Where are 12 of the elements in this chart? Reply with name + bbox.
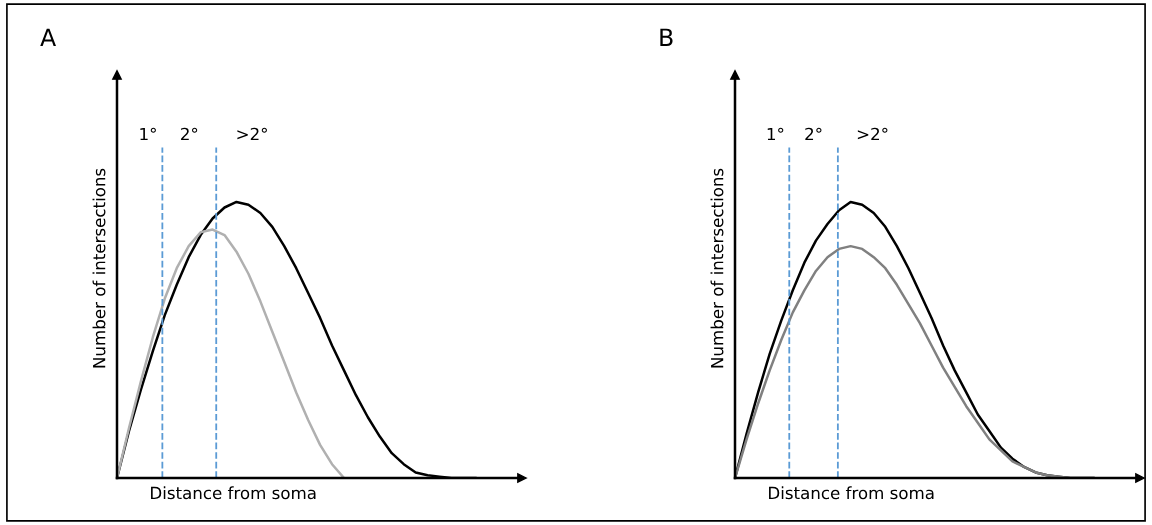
y-axis-title: Number of intersections: [92, 168, 106, 368]
chart-title: B: [660, 28, 673, 46]
text: >2°: [857, 127, 888, 141]
x-axis-title: Distance from soma: [769, 486, 934, 500]
y-axis-title: Number of intersections: [710, 168, 724, 368]
x-axis-title: Distance from soma: [151, 486, 316, 500]
text: 2°: [181, 127, 198, 141]
text: 1°: [767, 127, 784, 141]
text: 2°: [805, 127, 822, 141]
text: >2°: [237, 127, 267, 141]
text: 1°: [140, 127, 156, 141]
chart-title: A: [40, 28, 57, 46]
